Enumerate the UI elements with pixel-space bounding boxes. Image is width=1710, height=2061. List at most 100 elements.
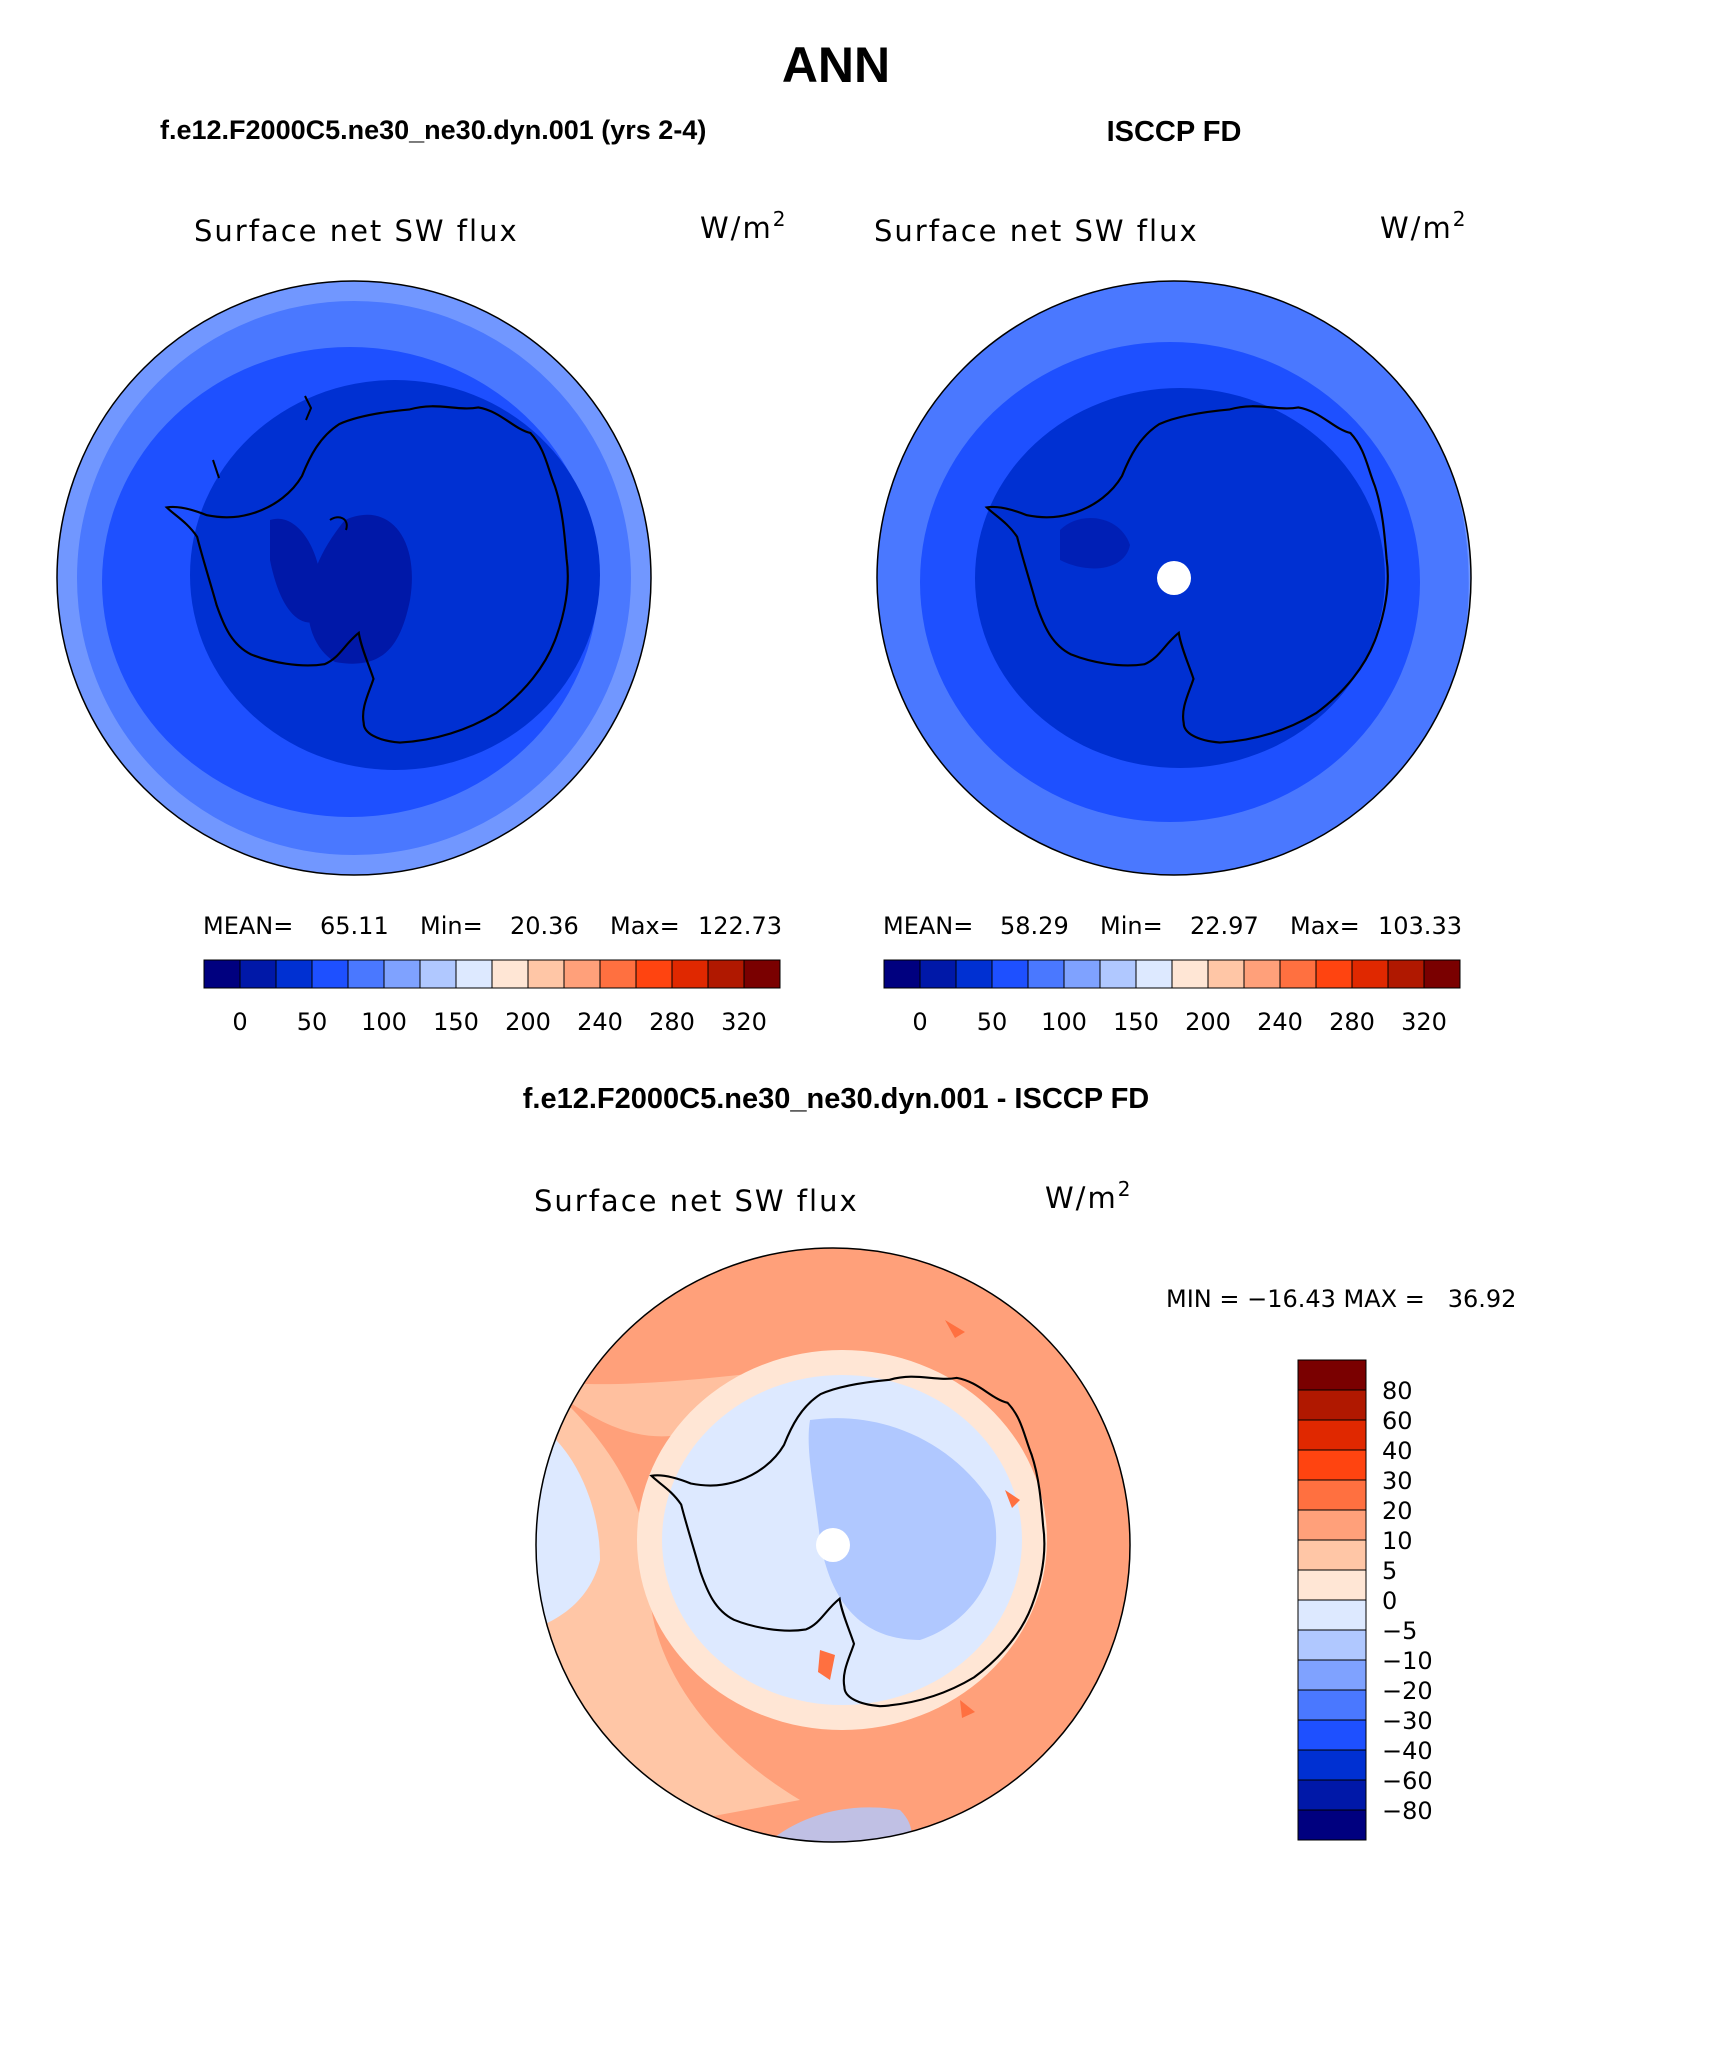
colorbar-model-tick-label: 150: [433, 1008, 479, 1036]
colorbar-obs-swatch: [1027, 959, 1065, 989]
colorbar-obs-swatch: [1207, 959, 1245, 989]
colorbar-obs-swatch: [1351, 959, 1389, 989]
map-obs-pole-missing: [1157, 561, 1191, 595]
panel-diff-units-exp: 2: [1118, 1177, 1133, 1201]
colorbar-diff-tick-label: −20: [1382, 1677, 1433, 1705]
colorbar-diff-tick-label: −80: [1382, 1797, 1433, 1825]
colorbar-obs-swatch: [1171, 959, 1209, 989]
colorbar-model-swatch: [419, 959, 457, 989]
map-model-contour-0: [270, 514, 412, 664]
colorbar-model-swatch: [203, 959, 241, 989]
colorbar-model-swatch: [707, 959, 745, 989]
colorbar-model-swatch: [275, 959, 313, 989]
panel-model: f.e12.F2000C5.ne30_ne30.dyn.001 (yrs 2-4…: [56, 115, 787, 1036]
colorbar-model-swatch: [635, 959, 673, 989]
colorbar-obs-swatch: [1099, 959, 1137, 989]
colorbar-diff-swatch: [1297, 1389, 1367, 1421]
map-diff-border: [535, 1247, 1131, 1843]
panel-model-heading: f.e12.F2000C5.ne30_ne30.dyn.001 (yrs 2-4…: [160, 115, 706, 145]
colorbar-model-tick-label: 50: [297, 1008, 328, 1036]
panel-obs-variable: Surface net SW flux: [874, 214, 1199, 248]
colorbar-obs-tick-label: 100: [1041, 1008, 1087, 1036]
colorbar-model-swatch: [491, 959, 529, 989]
colorbar-model-swatch: [563, 959, 601, 989]
colorbar-obs-swatch: [1279, 959, 1317, 989]
panel-diff-units-base: W/m: [1045, 1181, 1118, 1215]
colorbar-obs-swatch: [883, 959, 921, 989]
obs-max-value: 103.33: [1378, 912, 1462, 940]
colorbar-obs-tick-label: 280: [1329, 1008, 1375, 1036]
colorbar-diff-swatch: [1297, 1809, 1367, 1841]
colorbar-diff-tick-label: 30: [1382, 1467, 1413, 1495]
panel-model-variable: Surface net SW flux: [194, 214, 519, 248]
model-max-value: 122.73: [698, 912, 782, 940]
colorbar-diff-swatch: [1297, 1359, 1367, 1391]
map-diff-hotspot-south: [818, 1650, 835, 1680]
obs-mean-value: 58.29: [1000, 912, 1069, 940]
colorbar-obs-swatch: [919, 959, 957, 989]
colorbar-model-swatch: [347, 959, 385, 989]
map-diff: [536, 1248, 1130, 1842]
colorbar-model-tick-label: 320: [721, 1008, 767, 1036]
colorbar-obs-tick-label: 320: [1401, 1008, 1447, 1036]
colorbar-diff-swatch: [1297, 1419, 1367, 1451]
colorbar-diff-swatch: [1297, 1479, 1367, 1511]
colorbar-diff-swatch: [1297, 1749, 1367, 1781]
colorbar-diff-tick-label: −30: [1382, 1707, 1433, 1735]
panel-diff-units: W/m2: [1045, 1177, 1132, 1215]
colorbar-model: 0 50 100 150 200 240 280 320: [203, 959, 781, 1036]
map-obs-contour-0: [1060, 518, 1130, 569]
colorbar-model-swatch: [311, 959, 349, 989]
panel-diff: f.e12.F2000C5.ne30_ne30.dyn.001 - ISCCP …: [523, 1083, 1516, 1843]
colorbar-model-tick-label: 200: [505, 1008, 551, 1036]
colorbar-obs-swatch: [1315, 959, 1353, 989]
map-model: [57, 281, 651, 875]
colorbar-obs-swatch: [955, 959, 993, 989]
panel-obs-stats: MEAN= 58.29 Min= 22.97 Max= 103.33: [883, 912, 1462, 940]
panel-obs: ISCCP FD Surface net SW flux W/m2 MEAN= …: [874, 116, 1472, 1036]
colorbar-diff-swatch: [1297, 1719, 1367, 1751]
colorbar-diff-tick-label: 60: [1382, 1407, 1413, 1435]
colorbar-obs-swatch: [991, 959, 1029, 989]
map-diff-west-neg: [536, 1420, 600, 1630]
map-model-border: [56, 280, 652, 876]
colorbar-diff-tick-label: 40: [1382, 1437, 1413, 1465]
colorbar-model-swatch: [599, 959, 637, 989]
colorbar-diff-swatch: [1297, 1449, 1367, 1481]
colorbar-model-tick-label: 280: [649, 1008, 695, 1036]
panel-model-units-base: W/m: [700, 211, 773, 245]
panel-model-units: W/m2: [700, 207, 787, 245]
colorbar-diff-tick-label: 80: [1382, 1377, 1413, 1405]
model-mean-label: MEAN=: [203, 912, 293, 940]
model-min-label: Min=: [420, 912, 483, 940]
colorbar-diff-swatch: [1297, 1599, 1367, 1631]
obs-mean-label: MEAN=: [883, 912, 973, 940]
panel-diff-minmax: MIN = −16.43 MAX = 36.92: [1166, 1285, 1516, 1313]
panel-obs-units: W/m2: [1380, 207, 1467, 245]
map-diff-contour-neg5: [808, 1418, 997, 1640]
colorbar-diff-tick-label: −10: [1382, 1647, 1433, 1675]
obs-max-label: Max=: [1290, 912, 1360, 940]
colorbar-obs-tick-label: 200: [1185, 1008, 1231, 1036]
colorbar-obs-tick-label: 150: [1113, 1008, 1159, 1036]
map-diff-pole-missing: [816, 1528, 850, 1562]
colorbar-model-swatch: [239, 959, 277, 989]
colorbar-diff-swatch: [1297, 1779, 1367, 1811]
colorbar-diff-tick-label: −5: [1382, 1617, 1417, 1645]
panel-model-stats: MEAN= 65.11 Min= 20.36 Max= 122.73: [203, 912, 782, 940]
colorbar-obs: 0 50 100 150 200 240 280 320: [883, 959, 1461, 1036]
model-mean-value: 65.11: [320, 912, 389, 940]
colorbar-model-tick-label: 100: [361, 1008, 407, 1036]
panel-diff-variable: Surface net SW flux: [534, 1184, 859, 1218]
panel-diff-heading: f.e12.F2000C5.ne30_ne30.dyn.001 - ISCCP …: [523, 1083, 1150, 1115]
colorbar-obs-swatch: [1243, 959, 1281, 989]
panel-obs-units-base: W/m: [1380, 211, 1453, 245]
colorbar-obs-swatch: [1063, 959, 1101, 989]
colorbar-model-tick-label: 0: [232, 1008, 247, 1036]
colorbar-diff-tick-label: 5: [1382, 1557, 1397, 1585]
colorbar-diff-swatch: [1297, 1569, 1367, 1601]
colorbar-model-swatch: [383, 959, 421, 989]
colorbar-model-swatch: [527, 959, 565, 989]
